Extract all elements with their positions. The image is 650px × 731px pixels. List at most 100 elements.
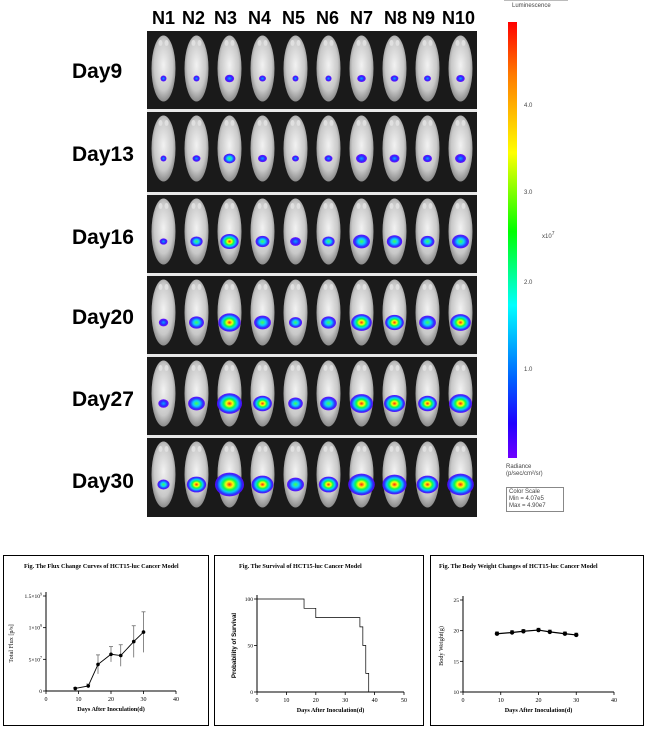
tumor-signal bbox=[322, 236, 335, 247]
x-tick-label: 30 bbox=[141, 697, 147, 703]
tumor-signal bbox=[292, 75, 299, 82]
mouse-silhouette bbox=[283, 198, 308, 265]
mouse-ear bbox=[296, 40, 301, 46]
mouse-ear bbox=[389, 365, 394, 371]
mouse-ear bbox=[461, 40, 466, 46]
mouse-ear bbox=[395, 40, 400, 46]
data-point bbox=[562, 631, 568, 636]
mouse-ear bbox=[263, 284, 268, 290]
mouse-ear bbox=[164, 120, 169, 126]
x-axis-label: Days After Inoculation(d) bbox=[297, 707, 365, 714]
x-tick-label: 40 bbox=[611, 698, 617, 704]
mouse-ear bbox=[428, 40, 433, 46]
mouse-ear bbox=[428, 284, 433, 290]
mouse-ear bbox=[263, 203, 268, 209]
mouse-ear bbox=[422, 365, 427, 371]
mouse-ear bbox=[323, 446, 328, 452]
mouse-ear bbox=[257, 446, 262, 452]
mouse-ear bbox=[428, 203, 433, 209]
mouse-ear bbox=[164, 203, 169, 209]
y-axis-label: Probability of Survival bbox=[231, 613, 238, 679]
mouse-silhouette bbox=[349, 35, 374, 102]
mouse-ear bbox=[224, 284, 229, 290]
mouse-ear bbox=[230, 284, 235, 290]
row-label-day9: Day9 bbox=[72, 60, 123, 83]
mouse-silhouette bbox=[415, 198, 440, 265]
mouse-ear bbox=[257, 284, 262, 290]
mouse-ear bbox=[422, 446, 427, 452]
mouse-silhouette bbox=[382, 115, 407, 182]
color-scale-range-box: Color Scale Min = 4.07e5 Max = 4.90e7 bbox=[506, 487, 564, 512]
tumor-signal bbox=[220, 233, 239, 250]
mouse-ear bbox=[230, 203, 235, 209]
tumor-signal bbox=[216, 393, 243, 414]
mouse-ear bbox=[422, 203, 427, 209]
mouse-ear bbox=[191, 203, 196, 209]
mouse-silhouette bbox=[283, 279, 308, 346]
mouse-silhouette bbox=[316, 198, 341, 265]
mouse-silhouette bbox=[184, 279, 209, 346]
tumor-signal bbox=[325, 75, 332, 82]
tumor-signal bbox=[218, 313, 241, 332]
row-label-day13: Day13 bbox=[72, 143, 134, 166]
chart-title: Fig. The Flux Change Curves of HCT15-luc… bbox=[24, 563, 179, 570]
tumor-signal bbox=[452, 234, 469, 249]
mouse-ear bbox=[362, 120, 367, 126]
column-header-n4: N4 bbox=[248, 8, 272, 28]
mouse-ear bbox=[389, 203, 394, 209]
mouse-ear bbox=[461, 203, 466, 209]
tumor-signal bbox=[419, 315, 436, 330]
x-tick-label: 20 bbox=[313, 698, 319, 704]
tumor-signal bbox=[192, 155, 201, 162]
mouse-silhouette bbox=[382, 198, 407, 265]
bioluminescence-image-grid bbox=[147, 31, 477, 517]
tumor-signal bbox=[258, 154, 267, 163]
mouse-silhouette bbox=[151, 35, 176, 102]
mouse-ear bbox=[455, 120, 460, 126]
x-tick-label: 50 bbox=[401, 698, 407, 704]
tumor-signal bbox=[253, 395, 272, 412]
column-header-n7: N7 bbox=[350, 8, 374, 28]
mouse-ear bbox=[395, 446, 400, 452]
mouse-silhouette bbox=[316, 279, 341, 346]
tumor-signal bbox=[224, 74, 235, 83]
mouse-ear bbox=[158, 365, 163, 371]
mouse-ear bbox=[389, 120, 394, 126]
tumor-signal bbox=[160, 155, 167, 162]
mouse-ear bbox=[230, 120, 235, 126]
tumor-signal bbox=[418, 395, 437, 412]
column-header-n1: N1 bbox=[152, 8, 176, 28]
mouse-silhouette bbox=[316, 35, 341, 102]
tumor-signal bbox=[157, 479, 170, 490]
mouse-ear bbox=[158, 284, 163, 290]
mouse-ear bbox=[461, 120, 466, 126]
mouse-ear bbox=[422, 284, 427, 290]
color-scale-unit: Radiance (p/sec/cm²/sr) bbox=[506, 464, 543, 477]
tumor-signal bbox=[386, 235, 403, 248]
x-tick-label: 0 bbox=[256, 698, 259, 704]
tumor-signal bbox=[447, 473, 474, 496]
data-point bbox=[509, 630, 515, 635]
mouse-ear bbox=[323, 40, 328, 46]
mouse-silhouette bbox=[283, 115, 308, 182]
mouse-ear bbox=[263, 365, 268, 371]
mouse-silhouette bbox=[382, 279, 407, 346]
mouse-silhouette bbox=[415, 441, 440, 508]
mouse-ear bbox=[362, 446, 367, 452]
mouse-silhouette bbox=[382, 35, 407, 102]
mouse-ear bbox=[263, 120, 268, 126]
flux-chart: Fig. The Flux Change Curves of HCT15-luc… bbox=[8, 563, 179, 713]
survival-chart-panel: Fig. The Survival of HCT15-luc Cancer Mo… bbox=[214, 555, 424, 726]
mouse-silhouette bbox=[349, 198, 374, 265]
mouse-ear bbox=[191, 120, 196, 126]
mouse-ear bbox=[461, 284, 466, 290]
mouse-ear bbox=[323, 203, 328, 209]
row-separator bbox=[147, 273, 477, 276]
mouse-ear bbox=[428, 120, 433, 126]
mouse-silhouette bbox=[448, 360, 473, 427]
mouse-ear bbox=[356, 203, 361, 209]
mouse-ear bbox=[395, 203, 400, 209]
mouse-ear bbox=[455, 446, 460, 452]
mouse-silhouette bbox=[316, 441, 341, 508]
y-tick-label: 1.5×109 bbox=[25, 592, 42, 601]
